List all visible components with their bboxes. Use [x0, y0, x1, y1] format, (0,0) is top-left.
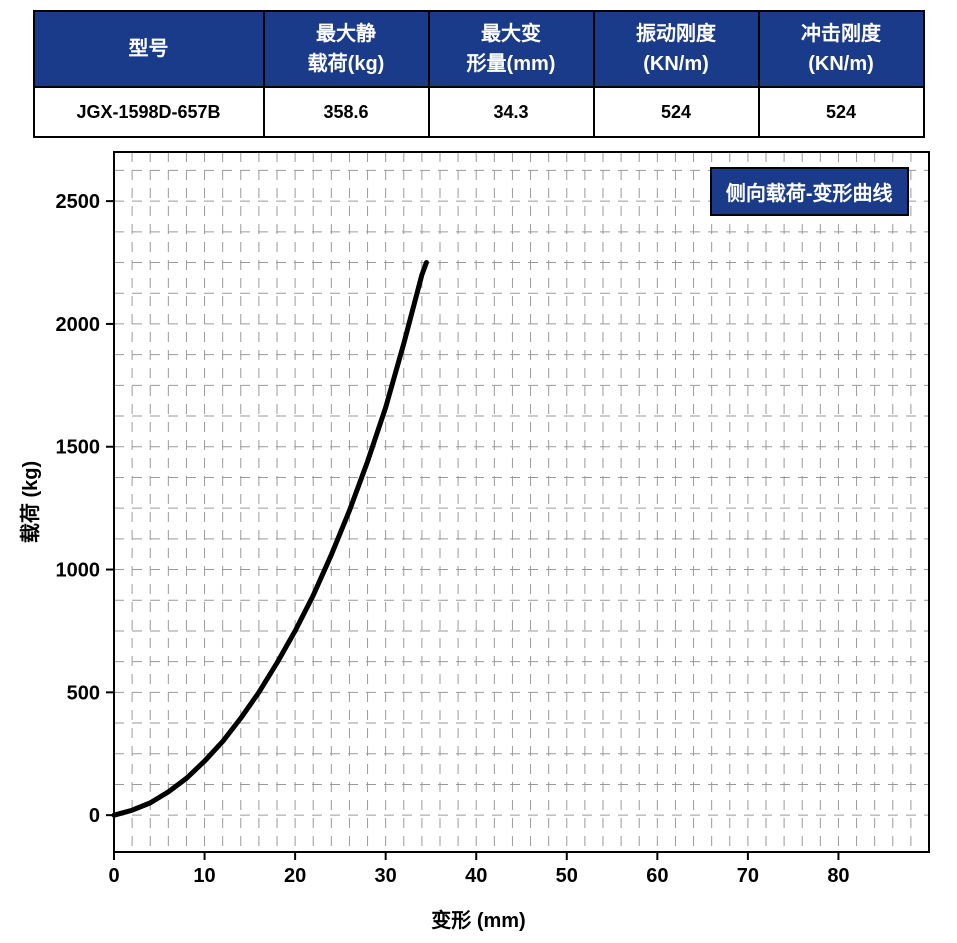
hdr-0: 型号 — [129, 38, 169, 60]
hdr-2: 最大变形量(mm) — [467, 23, 556, 75]
chart-container: 0 10 20 30 40 50 60 70 80 0 500 1000 1500 2000 2500 载荷 … — [19, 142, 939, 933]
svg-text:80: 80 — [827, 865, 849, 887]
svg-text:1000: 1000 — [55, 560, 100, 582]
col-deform: 最大变形量(mm) — [429, 11, 594, 87]
svg-text:30: 30 — [374, 865, 396, 887]
svg-text:2500: 2500 — [55, 191, 100, 213]
cell-vstiff: 524 — [594, 87, 759, 137]
chart-svg: 0 10 20 30 40 50 60 70 80 0 500 1000 1500 2000 2500 载荷 … — [19, 142, 939, 902]
svg-text:2000: 2000 — [55, 314, 100, 336]
col-load: 最大静载荷(kg) — [264, 11, 429, 87]
x-axis-label: 变形 (mm) — [19, 904, 939, 933]
hdr-4: 冲击刚度(KN/m) — [801, 23, 881, 75]
svg-text:1500: 1500 — [55, 437, 100, 459]
svg-text:载荷 (kg): 载荷 (kg) — [19, 461, 42, 543]
chart-title: 侧向载荷-变形曲线 — [710, 167, 909, 216]
cell-istiff: 524 — [759, 87, 924, 137]
svg-text:60: 60 — [646, 865, 668, 887]
svg-text:0: 0 — [108, 865, 119, 887]
svg-text:70: 70 — [736, 865, 758, 887]
svg-text:10: 10 — [193, 865, 215, 887]
col-model: 型号 — [34, 11, 264, 87]
svg-text:500: 500 — [66, 682, 99, 704]
col-vstiff: 振动刚度(KN/m) — [594, 11, 759, 87]
svg-text:50: 50 — [555, 865, 577, 887]
cell-model: JGX-1598D-657B — [34, 87, 264, 137]
table-row: JGX-1598D-657B 358.6 34.3 524 524 — [34, 87, 924, 137]
svg-text:20: 20 — [283, 865, 305, 887]
cell-deform: 34.3 — [429, 87, 594, 137]
svg-text:0: 0 — [88, 805, 99, 827]
col-istiff: 冲击刚度(KN/m) — [759, 11, 924, 87]
hdr-3: 振动刚度(KN/m) — [636, 23, 716, 75]
table-header-row: 型号 最大静载荷(kg) 最大变形量(mm) 振动刚度(KN/m) 冲击刚度(K… — [34, 11, 924, 87]
cell-load: 358.6 — [264, 87, 429, 137]
svg-text:40: 40 — [465, 865, 487, 887]
spec-table: 型号 最大静载荷(kg) 最大变形量(mm) 振动刚度(KN/m) 冲击刚度(K… — [33, 10, 925, 138]
hdr-1: 最大静载荷(kg) — [308, 23, 385, 75]
